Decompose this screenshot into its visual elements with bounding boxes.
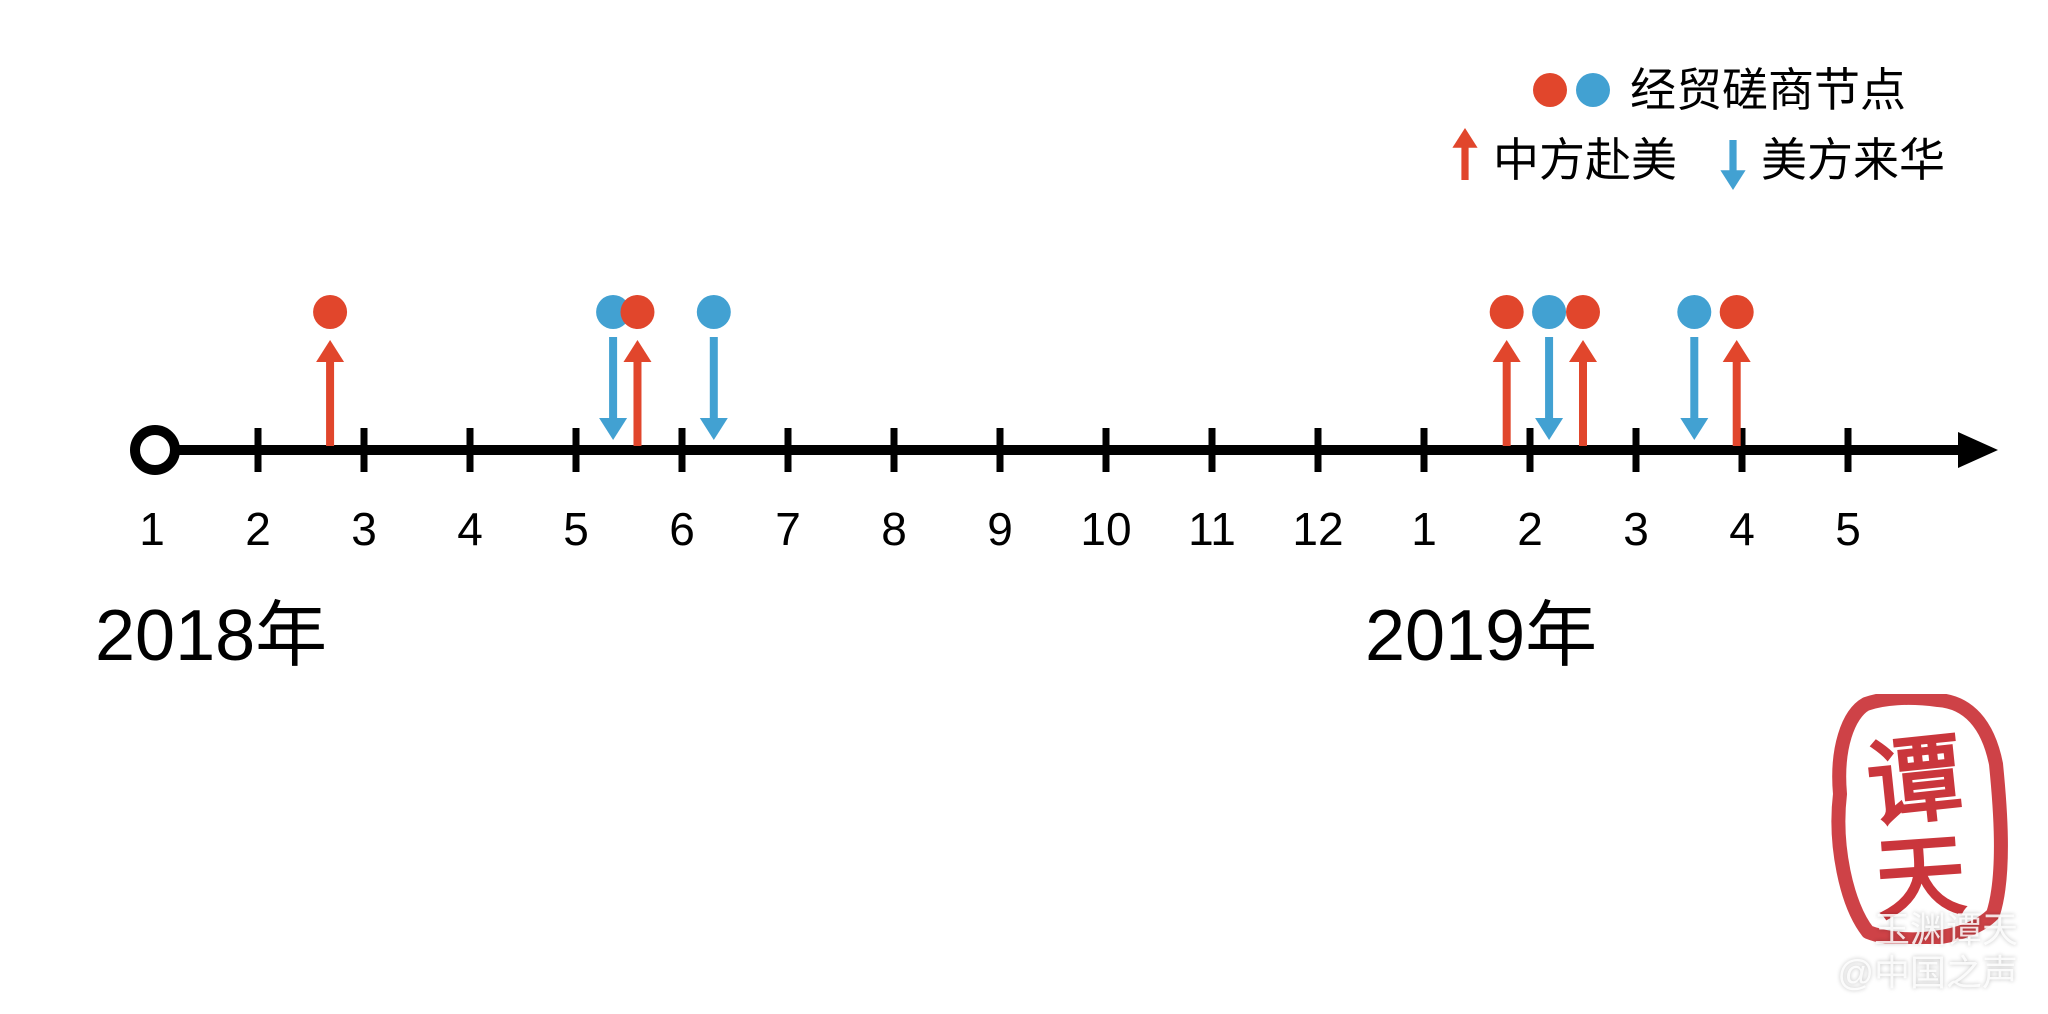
month-label: 2 <box>1517 503 1543 555</box>
axis-origin <box>135 430 175 470</box>
month-label: 3 <box>351 503 377 555</box>
event-arrow-head <box>1569 340 1597 362</box>
event-dot <box>620 295 654 329</box>
event-dot <box>1720 295 1754 329</box>
event-arrow-head <box>1535 418 1563 440</box>
event-dot <box>1566 295 1600 329</box>
axis-arrowhead <box>1958 432 1998 468</box>
event-marker <box>1720 295 1754 446</box>
month-label: 9 <box>987 503 1013 555</box>
month-label: 12 <box>1292 503 1343 555</box>
month-label: 1 <box>139 503 165 555</box>
event-dot <box>1677 295 1711 329</box>
event-dot <box>1532 295 1566 329</box>
timeline-chart: 123456789101112123452018年2019年经贸磋商节点中方赴美… <box>0 0 2048 1014</box>
legend-dot-red <box>1533 73 1567 107</box>
month-label: 2 <box>245 503 271 555</box>
legend-dot-blue <box>1576 73 1610 107</box>
month-label: 10 <box>1080 503 1131 555</box>
event-marker <box>620 295 654 446</box>
legend-arrow-down-head <box>1720 170 1745 190</box>
legend-arrow-up-head <box>1452 128 1477 148</box>
event-dot <box>697 295 731 329</box>
month-label: 4 <box>1729 503 1755 555</box>
event-arrow-head <box>1680 418 1708 440</box>
event-arrow-head <box>623 340 651 362</box>
event-arrow-head <box>599 418 627 440</box>
event-arrow-head <box>1493 340 1521 362</box>
year-label: 2019年 <box>1365 596 1597 676</box>
legend-label-2b: 美方来华 <box>1761 134 1945 186</box>
legend: 经贸磋商节点中方赴美 美方来华 <box>1452 64 1945 190</box>
month-label: 5 <box>1835 503 1861 555</box>
event-marker <box>1677 295 1711 440</box>
month-label: 4 <box>457 503 483 555</box>
event-arrow-head <box>1723 340 1751 362</box>
month-label: 6 <box>669 503 695 555</box>
month-label: 7 <box>775 503 801 555</box>
month-label: 8 <box>881 503 907 555</box>
month-label: 3 <box>1623 503 1649 555</box>
event-marker <box>1532 295 1566 440</box>
month-label: 5 <box>563 503 589 555</box>
event-marker <box>1490 295 1524 446</box>
year-label: 2018年 <box>95 596 327 676</box>
event-dot <box>1490 295 1524 329</box>
legend-label-2a: 中方赴美 <box>1493 134 1677 186</box>
event-dot <box>313 295 347 329</box>
month-label: 1 <box>1411 503 1437 555</box>
event-marker <box>313 295 347 446</box>
event-arrow-head <box>700 418 728 440</box>
event-marker <box>1566 295 1600 446</box>
event-marker <box>697 295 731 440</box>
legend-label-1: 经贸磋商节点 <box>1630 64 1906 116</box>
event-arrow-head <box>316 340 344 362</box>
month-label: 11 <box>1188 503 1236 555</box>
